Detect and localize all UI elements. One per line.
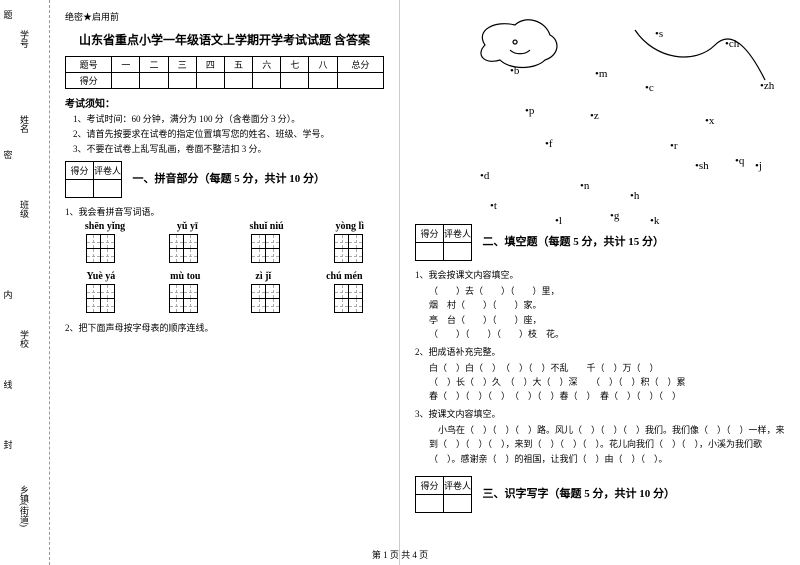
pinyin-row-1: shēn yǐng yǔ yī shuǐ niú yòng lì [65, 221, 384, 232]
sidebar-marker: 内 [2, 290, 15, 299]
tianzige [169, 284, 198, 313]
th: 五 [224, 57, 252, 73]
left-column: 绝密★启用前 山东省重点小学一年级语文上学期开学考试试题 含答案 题号 一 二 … [50, 0, 400, 565]
th: 三 [168, 57, 196, 73]
th: 二 [140, 57, 168, 73]
dot-label: •g [610, 210, 619, 222]
th: 总分 [337, 57, 383, 73]
mini-c2: 评卷人 [94, 162, 122, 180]
th: 八 [309, 57, 337, 73]
th: 四 [196, 57, 224, 73]
pinyin: shēn yǐng [85, 221, 125, 232]
th: 六 [253, 57, 281, 73]
page-footer: 第 1 页 共 4 页 [0, 548, 800, 561]
pinyin: mù tou [170, 271, 200, 282]
dot-label: •j [755, 160, 762, 172]
secret-label: 绝密★启用前 [65, 10, 384, 23]
exam-title: 山东省重点小学一年级语文上学期开学考试试题 含答案 [65, 31, 384, 48]
dot-label: •s [655, 28, 663, 40]
mini-score-table: 得分评卷人 [415, 224, 472, 261]
fill-line: （ ）长（ ）久 （ ）大（ ）深 （ ）（ ）积（ ）累 [415, 375, 785, 389]
dot-label: •zh [760, 80, 774, 92]
tianzige-row [65, 234, 384, 263]
sidebar-label: 姓名 [18, 115, 31, 133]
dot-label: •sh [695, 160, 709, 172]
th: 七 [281, 57, 309, 73]
dot-label: •m [595, 68, 607, 80]
sidebar-label: 学校 [18, 330, 31, 348]
dot-label: •x [705, 115, 714, 127]
dot-label: •q [735, 155, 744, 167]
fill-line: 春（ ）（ ）（ ） （ ）（ ）春（ ） 春（ ）（ ）（ ） [415, 389, 785, 403]
sidebar-marker: 题 [2, 10, 15, 19]
pinyin: zì jǐ [255, 271, 271, 282]
sidebar-label: 学号 [18, 30, 31, 48]
binding-sidebar: 学号 姓名 班级 学校 乡镇(街道) 题 密 内 线 封 [0, 0, 50, 565]
sidebar-label: 班级 [18, 200, 31, 218]
sidebar-marker: 线 [2, 380, 15, 389]
dot-label: •f [545, 138, 553, 150]
notice-item: 3、不要在试卷上乱写乱画，卷面不整洁扣 3 分。 [65, 142, 384, 155]
th: 题号 [66, 57, 112, 73]
fill-line: （ ）去（ ）（ ）里， [415, 284, 785, 298]
q2-2: 2、把成语补充完整。 [415, 345, 785, 358]
mini-c1: 得分 [416, 476, 444, 494]
mini-c1: 得分 [416, 225, 444, 243]
dot-label: •k [650, 215, 659, 227]
sidebar-label: 乡镇(街道) [18, 485, 31, 527]
pinyin: yǔ yī [177, 221, 198, 232]
dot-label: •z [590, 110, 599, 122]
pinyin: Yuè yá [86, 271, 115, 282]
pinyin: yòng lì [335, 221, 364, 232]
pinyin: chú mén [326, 271, 362, 282]
dot-label: •p [525, 105, 534, 117]
fill-line: 亭 台（ ）（ ）座， [415, 313, 785, 327]
score-table: 题号 一 二 三 四 五 六 七 八 总分 得分 [65, 56, 384, 89]
mini-c1: 得分 [66, 162, 94, 180]
notice-heading: 考试须知： [65, 95, 384, 110]
section-2-heading: 二、填空题（每题 5 分，共计 15 分） [483, 233, 665, 249]
dot-label: •t [490, 200, 497, 212]
dot-label: •h [630, 190, 639, 202]
fill-paragraph: 小鸟在（ ）（ ）（ ）路。风儿（ ）（ ）（ ）我们。我们像（ ）（ ）一样，… [415, 423, 785, 466]
fill-line: 烟 村（ ）（ ）家。 [415, 298, 785, 312]
dot-label: •n [580, 180, 589, 192]
dot-label: •d [480, 170, 489, 182]
mini-c2: 评卷人 [444, 225, 472, 243]
tianzige [334, 234, 363, 263]
pinyin: shuǐ niú [250, 221, 284, 232]
mini-c2: 评卷人 [444, 476, 472, 494]
mini-score-table: 得分评卷人 [415, 476, 472, 513]
connect-dots-figure: •s •ch •b •m •c •zh •p •z •x •f •r •sh •q •j •d •n •h •t •… [415, 10, 785, 220]
sidebar-marker: 封 [2, 440, 15, 449]
dot-label: •ch [725, 38, 739, 50]
notice-item: 2、请首先按要求在试卷的指定位置填写您的姓名、班级、学号。 [65, 127, 384, 140]
dot-label: •l [555, 215, 562, 227]
tianzige [251, 234, 280, 263]
tianzige [86, 284, 115, 313]
dot-label: •b [510, 65, 519, 77]
notice-item: 1、考试时间：60 分钟，满分为 100 分（含卷面分 3 分）。 [65, 112, 384, 125]
tianzige [334, 284, 363, 313]
dot-label: •c [645, 82, 654, 94]
th: 一 [112, 57, 140, 73]
sidebar-marker: 密 [2, 150, 15, 159]
section-3-heading: 三、识字写字（每题 5 分，共计 10 分） [483, 485, 676, 501]
q2-3: 3、按课文内容填空。 [415, 407, 785, 420]
fill-line: 白（ ）白（ ） （ ）（ ）不乱 千（ ）万（ ） [415, 361, 785, 375]
pinyin-row-2: Yuè yá mù tou zì jǐ chú mén [65, 271, 384, 282]
q2-1: 1、我会按课文内容填空。 [415, 268, 785, 281]
q1-2: 2、把下面声母按字母表的顺序连线。 [65, 321, 384, 334]
tianzige [86, 234, 115, 263]
tianzige [169, 234, 198, 263]
dot-label: •r [670, 140, 678, 152]
fill-line: （ ）（ ）（ ）枝 花。 [415, 327, 785, 341]
section-1-heading: 一、拼音部分（每题 5 分，共计 10 分） [133, 170, 326, 186]
tianzige-row [65, 284, 384, 313]
tianzige [251, 284, 280, 313]
mini-score-table: 得分评卷人 [65, 161, 122, 198]
right-column: •s •ch •b •m •c •zh •p •z •x •f •r •sh •q •j •d •n •h •t •… [400, 0, 800, 565]
row-label: 得分 [66, 73, 112, 89]
q1-1: 1、我会看拼音写词语。 [65, 205, 384, 218]
